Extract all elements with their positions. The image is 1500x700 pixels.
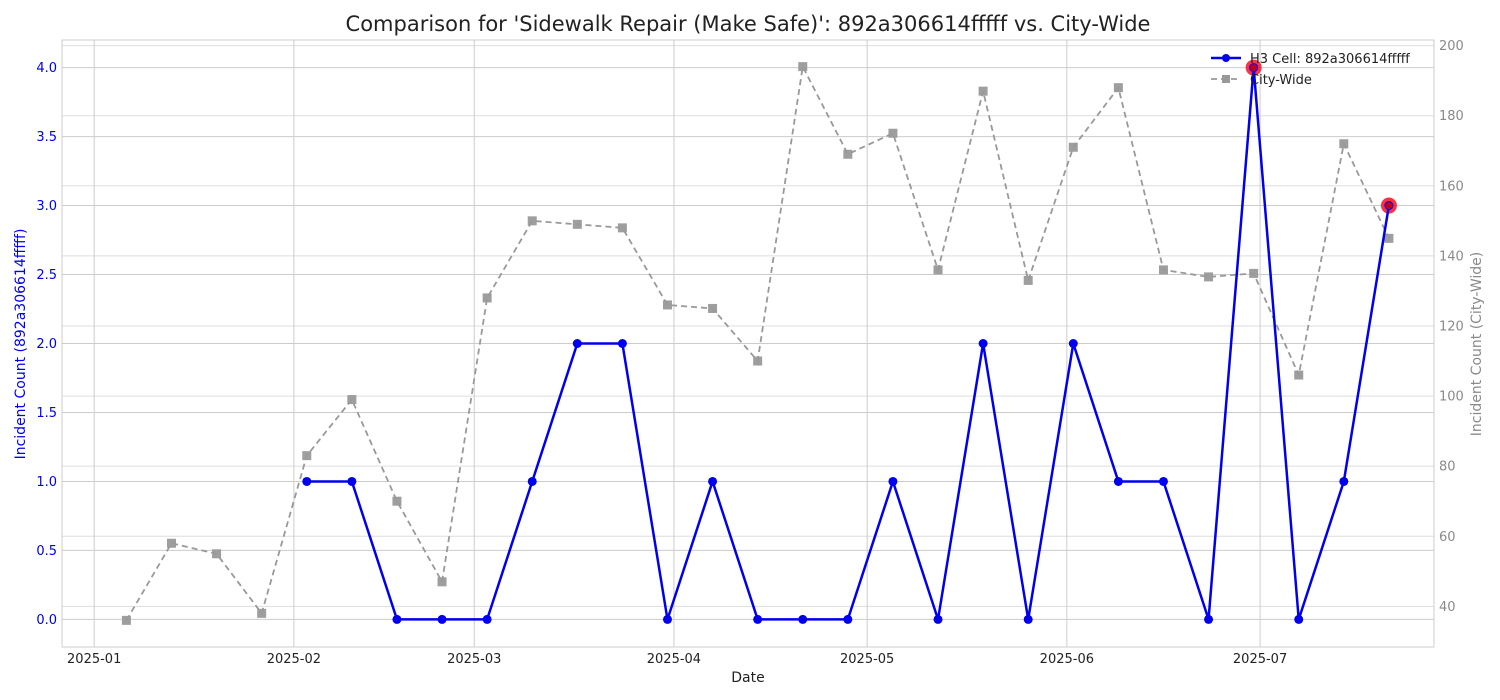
y-tick-label-right: 40 [1439,600,1456,615]
legend-cell-label: H3 Cell: 892a306614fffff [1250,52,1410,67]
point-city-wide [121,615,131,625]
point-city-wide [843,149,853,159]
y-tick-label-left: 0.0 [36,613,57,628]
y-tick-label-left: 2.5 [36,268,57,283]
plot-frame [61,39,1435,648]
point-h3-cell [392,614,402,624]
point-h3-cell [482,614,492,624]
point-h3-cell [888,476,898,486]
point-h3-cell [933,614,943,624]
point-city-wide [708,303,718,313]
point-city-wide [753,356,763,366]
x-axis-label: Date [731,670,764,686]
point-city-wide [1068,142,1078,152]
y-tick-label-right: 140 [1439,249,1464,264]
x-tick-label: 2025-05 [840,652,894,667]
chart-title: Comparison for 'Sidewalk Repair (Make Sa… [346,12,1151,36]
point-city-wide [482,293,492,303]
y-tick-label-left: 2.0 [36,337,57,352]
x-tick-label: 2025-01 [67,652,121,667]
point-h3-cell [617,339,627,348]
point-h3-cell [843,614,853,624]
y-tick-label-left: 4.0 [36,61,57,76]
point-h3-cell [753,614,763,624]
point-city-wide [1339,139,1349,149]
point-city-wide [302,451,312,461]
x-tick-label: 2025-02 [267,652,321,667]
point-city-wide [1294,370,1304,380]
point-city-wide [437,577,447,587]
y-tick-label-right: 120 [1439,319,1464,334]
point-city-wide [527,216,537,226]
legend-city-label: City-Wide [1250,73,1312,88]
y-tick-label-left: 1.5 [36,406,57,421]
y-tick-label-left: 3.0 [36,199,57,214]
x-tick-label: 2025-04 [647,652,701,667]
point-h3-cell [527,476,537,486]
y-axis-label-right: Incident Count (City-Wide) [1469,252,1485,436]
x-tick-label: 2025-07 [1233,652,1287,667]
grid [62,40,1434,647]
point-h3-cell [798,614,808,624]
point-city-wide [1384,233,1394,243]
legend-city-marker [1222,75,1230,83]
point-h3-cell [437,614,447,624]
point-city-wide [1113,83,1123,93]
x-tick-label: 2025-03 [447,652,501,667]
point-h3-cell [1339,476,1349,486]
point-city-wide [167,538,177,548]
y-tick-label-right: 60 [1439,530,1456,545]
highlight-center [1250,64,1258,72]
point-h3-cell [1113,476,1123,486]
point-city-wide [1204,272,1214,282]
y-tick-label-right: 80 [1439,460,1456,475]
point-city-wide [1158,265,1168,275]
legend: H3 Cell: 892a306614fffff City-Wide [1211,52,1410,88]
point-h3-cell [572,339,582,348]
y-tick-label-right: 200 [1439,39,1464,54]
y-tick-label-left: 3.5 [36,130,57,145]
point-h3-cell [662,614,672,624]
y-axis-label-left: Incident Count (892a306614fffff) [13,229,29,460]
point-city-wide [1023,275,1033,285]
series-layer [121,59,1397,625]
point-h3-cell [302,476,312,486]
y-tick-label-right: 160 [1439,179,1464,194]
highlight-center [1385,202,1393,210]
point-h3-cell [1158,476,1168,486]
point-h3-cell [347,476,357,486]
tick-labels: 0.0 0.5 1.0 1.5 2.0 2.5 3.0 3.5 4.0 40 60 80 100 120 1… [36,39,1464,667]
point-h3-cell [1023,614,1033,624]
y-tick-label-left: 1.0 [36,475,57,490]
point-h3-cell [1068,339,1078,348]
point-city-wide [1249,268,1259,278]
point-city-wide [347,395,357,405]
point-h3-cell [1294,614,1304,624]
point-city-wide [798,62,808,72]
point-city-wide [888,128,898,138]
point-city-wide [662,300,672,310]
point-city-wide [392,496,402,506]
y-tick-label-left: 0.5 [36,544,57,559]
point-city-wide [257,608,267,618]
point-city-wide [617,223,627,233]
legend-cell-marker [1222,54,1230,62]
point-h3-cell [1204,614,1214,624]
point-city-wide [978,86,988,96]
point-h3-cell [708,476,718,486]
point-city-wide [933,265,943,275]
y-tick-label-right: 100 [1439,390,1464,405]
point-city-wide [212,549,222,559]
point-h3-cell [978,339,988,348]
y-tick-label-right: 180 [1439,109,1464,124]
point-city-wide [572,219,582,229]
x-tick-label: 2025-06 [1040,652,1094,667]
